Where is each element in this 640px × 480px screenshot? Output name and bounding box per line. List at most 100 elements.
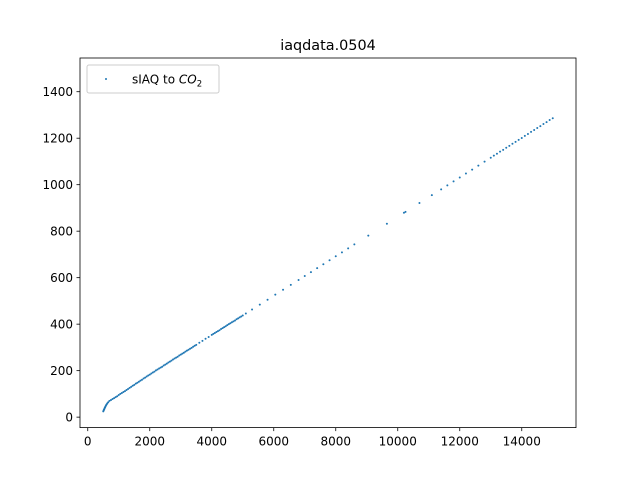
data-point (134, 382, 137, 385)
legend-label-italic: CO (179, 73, 197, 87)
data-point (147, 374, 150, 377)
data-point (190, 346, 193, 349)
data-point (328, 259, 331, 262)
data-point (119, 392, 122, 395)
data-point (551, 117, 554, 120)
data-point (258, 303, 261, 306)
data-point (477, 164, 480, 167)
data-point (322, 263, 325, 266)
data-point (170, 359, 173, 362)
data-point (385, 222, 388, 225)
data-point (489, 156, 492, 159)
data-point (340, 251, 343, 254)
data-point (172, 358, 174, 361)
data-point (446, 184, 449, 187)
data-point (156, 368, 159, 371)
data-point (517, 138, 520, 141)
data-point (536, 126, 539, 129)
data-point (220, 328, 223, 331)
data-point (464, 172, 467, 175)
data-point (212, 332, 215, 335)
data-point (187, 348, 190, 351)
data-point (289, 283, 292, 286)
data-point (195, 343, 198, 346)
data-point (511, 142, 514, 145)
data-point (347, 247, 350, 250)
legend: sIAQ to CO2 (86, 64, 220, 94)
legend-label-subscript: 2 (197, 80, 202, 90)
data-point (234, 319, 236, 322)
data-point (150, 372, 153, 375)
data-point (192, 345, 195, 348)
x-tick-label: 0 (84, 435, 92, 449)
data-point (204, 337, 207, 340)
data-point (235, 318, 238, 321)
data-point (179, 353, 182, 356)
data-point (520, 136, 523, 139)
data-point (137, 380, 140, 383)
data-point (117, 394, 120, 397)
data-point (198, 341, 201, 344)
x-tick-label: 8000 (320, 435, 351, 449)
data-point (128, 386, 131, 389)
data-point (136, 381, 139, 384)
y-tick-label: 400 (50, 317, 73, 331)
y-tick-label: 200 (50, 364, 73, 378)
data-point (145, 375, 148, 378)
x-tick-label: 14000 (503, 435, 541, 449)
x-tick-label: 10000 (379, 435, 417, 449)
data-point (229, 322, 232, 325)
chart-title: iaqdata.0504 (280, 38, 376, 54)
legend-marker (105, 78, 107, 80)
data-point (266, 298, 269, 301)
data-point (241, 314, 244, 317)
data-point (367, 234, 370, 237)
legend-label: sIAQ to CO2 (132, 73, 202, 90)
data-point (492, 154, 495, 157)
data-point (127, 388, 130, 391)
data-point (334, 255, 337, 258)
data-point (499, 150, 502, 153)
data-point (107, 401, 110, 404)
data-point (114, 396, 117, 399)
data-point (282, 288, 285, 291)
x-tick-label: 6000 (258, 435, 289, 449)
data-point (430, 194, 433, 197)
data-point (111, 398, 114, 401)
data-point (153, 370, 156, 373)
data-point (533, 129, 536, 132)
data-point (178, 354, 181, 357)
data-point (162, 364, 165, 367)
data-point (185, 349, 188, 352)
data-point (176, 355, 179, 358)
data-point (189, 347, 192, 350)
data-point (418, 202, 421, 205)
data-point (216, 330, 219, 333)
data-point (458, 176, 461, 179)
data-point (113, 397, 116, 400)
data-point (167, 361, 170, 364)
y-tick-label: 1400 (42, 85, 73, 99)
data-point (530, 130, 533, 133)
data-point (316, 267, 319, 270)
data-point (226, 324, 229, 327)
data-point (542, 123, 545, 126)
data-point (232, 320, 235, 323)
data-point (251, 308, 254, 311)
data-point (505, 146, 508, 149)
data-point (131, 384, 134, 387)
data-point (471, 168, 474, 171)
data-point (161, 365, 164, 368)
data-point (514, 140, 517, 143)
data-point (221, 327, 224, 330)
data-point (404, 210, 407, 213)
data-point (165, 362, 168, 365)
data-point (110, 398, 112, 401)
data-point (238, 316, 241, 319)
data-point (108, 399, 111, 402)
data-point (139, 379, 142, 382)
data-point (207, 335, 210, 338)
data-point (223, 326, 226, 329)
data-point (123, 390, 126, 393)
data-point (141, 378, 143, 381)
